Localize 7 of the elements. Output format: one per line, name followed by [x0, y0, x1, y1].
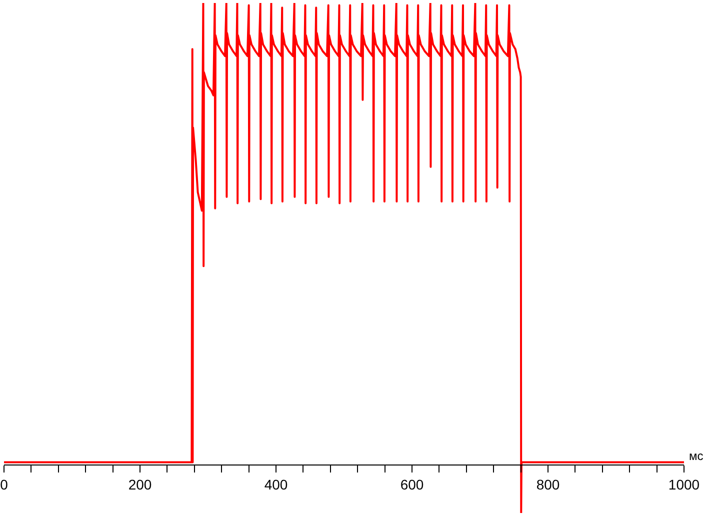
x-tick-label: 0: [0, 476, 8, 492]
x-tick-label: 600: [400, 476, 424, 492]
x-tick-label: 800: [536, 476, 560, 492]
x-axis-title: мс: [689, 449, 704, 463]
x-tick-label: 200: [128, 476, 152, 492]
x-tick-label: 400: [264, 476, 288, 492]
x-tick-label: 1000: [668, 476, 700, 492]
